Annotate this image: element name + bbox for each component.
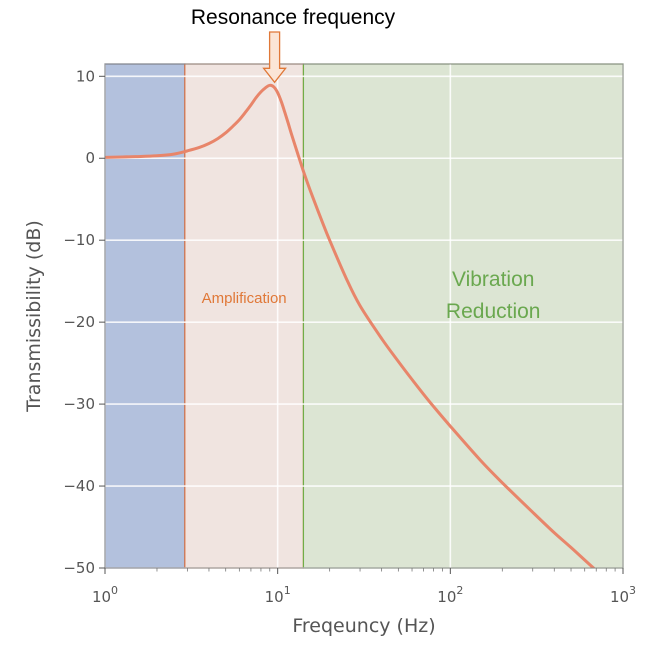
x-tick-label: 101 — [265, 584, 291, 606]
amplification-region-label: Amplification — [202, 290, 287, 307]
y-tick-label: 0 — [85, 149, 95, 167]
plot-frame — [104, 63, 624, 569]
y-tick-label: −20 — [63, 313, 95, 331]
y-axis-label: Transmissibility (dB) — [23, 220, 45, 413]
amplification-region — [184, 63, 305, 569]
chart-regions — [104, 63, 624, 569]
isolation-region — [104, 63, 186, 569]
y-tick-label: −30 — [63, 395, 95, 413]
y-tick-label: −10 — [63, 231, 95, 249]
transmissibility-line — [105, 83, 596, 568]
y-tick-label: −50 — [63, 559, 95, 577]
resonance-arrow — [262, 31, 287, 84]
region-labels: Amplification Vibration Reduction — [202, 268, 541, 323]
y-tick-label: −40 — [63, 477, 95, 495]
x-tick-label: 103 — [610, 584, 636, 606]
chart-series — [105, 83, 596, 568]
y-tick-label: 10 — [76, 67, 95, 85]
vibration-reduction-region — [302, 63, 624, 569]
vibration-reduction-region-label: Vibration Reduction — [446, 268, 541, 323]
x-tick-label: 100 — [92, 584, 118, 606]
resonance-annotation: Resonance frequency — [191, 6, 396, 84]
x-axis-label: Freqeuncy (Hz) — [292, 615, 435, 637]
resonance-label: Resonance frequency — [191, 6, 396, 29]
x-tick-label: 102 — [437, 584, 463, 606]
